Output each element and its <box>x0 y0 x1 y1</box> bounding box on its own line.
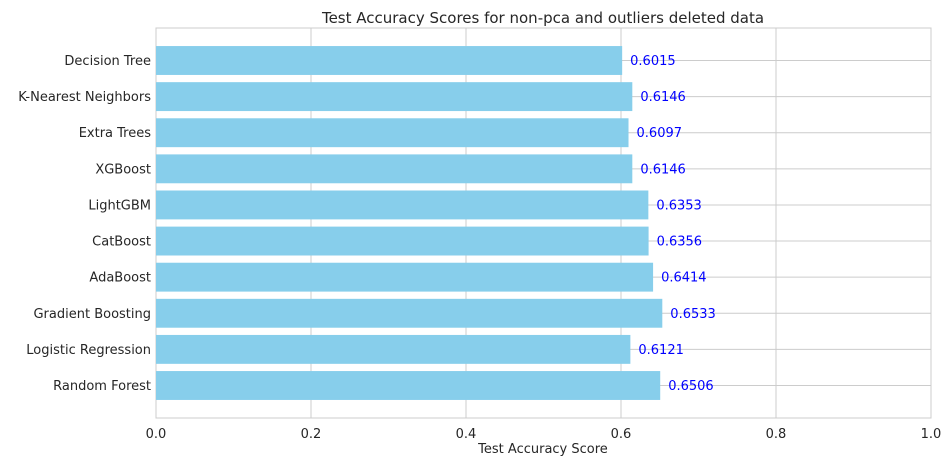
x-tick-label: 0.8 <box>766 427 787 442</box>
bar-k-nearest-neighbors <box>156 82 633 112</box>
bar-adaboost <box>156 262 654 292</box>
x-tick-label: 0.0 <box>146 427 167 442</box>
data-label: 0.6121 <box>638 343 684 358</box>
y-tick-label: XGBoost <box>95 162 151 177</box>
data-labels: 0.6015 0.6146 0.6097 0.6146 0.6353 0.6356 0.64… <box>630 54 716 394</box>
data-label: 0.6146 <box>640 90 686 105</box>
bar-logistic-regression <box>156 334 631 364</box>
x-axis-label: Test Accuracy Score <box>477 442 608 457</box>
data-label: 0.6414 <box>661 271 707 286</box>
bar-gradient-boosting <box>156 298 663 328</box>
bar-catboost <box>156 226 649 256</box>
x-tick-label: 0.2 <box>301 427 322 442</box>
bar-lightgbm <box>156 190 649 220</box>
data-label: 0.6146 <box>640 162 686 177</box>
x-tick-label: 0.4 <box>456 427 477 442</box>
y-tick-label: Gradient Boosting <box>33 307 151 322</box>
y-tick-label: Extra Trees <box>79 126 152 141</box>
data-label: 0.6506 <box>668 379 714 394</box>
x-tick-label: 0.6 <box>611 427 632 442</box>
bar-decision-tree <box>156 46 623 75</box>
bar-random-forest <box>156 371 661 400</box>
data-label: 0.6097 <box>637 126 683 141</box>
chart-title: Test Accuracy Scores for non-pca and out… <box>321 9 764 27</box>
y-tick-label: Logistic Regression <box>26 343 151 358</box>
data-label: 0.6533 <box>670 307 716 322</box>
data-label: 0.6353 <box>656 198 702 213</box>
y-tick-label: AdaBoost <box>89 271 151 286</box>
plot-area-frame <box>155 27 932 419</box>
y-tick-label: Decision Tree <box>64 54 151 69</box>
y-tick-label: Random Forest <box>53 379 151 394</box>
y-tick-labels: Decision Tree K-Nearest Neighbors Extra Tr… <box>18 54 151 394</box>
bar-extra-trees <box>156 118 629 148</box>
data-label: 0.6356 <box>657 235 703 250</box>
y-tick-label: CatBoost <box>92 235 151 250</box>
bars <box>156 46 663 400</box>
y-tick-label: LightGBM <box>88 198 151 213</box>
x-tick-label: 1.0 <box>921 427 942 442</box>
bar-xgboost <box>156 154 633 184</box>
x-tick-labels: 0.0 0.2 0.4 0.6 0.8 1.0 <box>146 427 942 442</box>
y-tick-label: K-Nearest Neighbors <box>18 90 151 105</box>
data-label: 0.6015 <box>630 54 676 69</box>
